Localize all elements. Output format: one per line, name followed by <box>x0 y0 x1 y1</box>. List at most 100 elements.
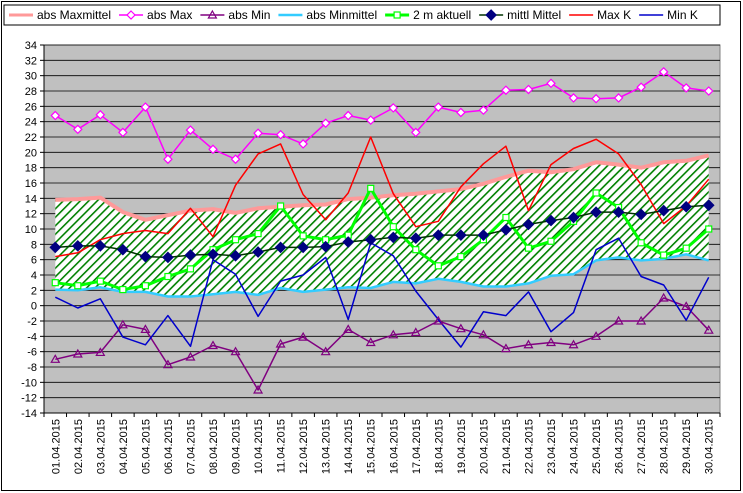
point-abs-min <box>455 323 466 333</box>
point-abs-min <box>478 329 489 339</box>
point-abs-min <box>162 359 173 369</box>
point-abs-max <box>410 127 421 138</box>
y-tick-label: 32 <box>25 55 37 67</box>
point-abs-min <box>500 343 511 353</box>
point-mittl-mittel <box>297 241 309 254</box>
point-abs-max <box>95 109 106 120</box>
legend-label-2-m-aktuell: 2 m aktuell <box>413 8 471 22</box>
series-line-abs-minmittel <box>55 253 710 298</box>
legend-marker-abs-max <box>126 10 136 20</box>
y-tick-label: -8 <box>27 362 37 374</box>
point-mittl-mittel <box>342 236 355 248</box>
y-tick-label: -4 <box>27 331 37 343</box>
point-abs-max <box>320 118 331 129</box>
point-abs-max <box>230 154 241 165</box>
point-abs-min <box>388 329 399 339</box>
point-abs-min <box>523 339 534 349</box>
y-tick-label: 16 <box>25 178 37 190</box>
point-abs-max <box>343 110 354 121</box>
legend-label-abs-minmittel: abs Minmittel <box>306 8 377 22</box>
point-mittl-mittel <box>139 250 152 263</box>
y-tick-label: 8 <box>31 239 37 251</box>
point-abs-min <box>703 324 714 334</box>
point-mittl-mittel <box>657 204 670 217</box>
point-abs-max <box>298 139 308 149</box>
legend-label-mittl-mittel: mittl Mittel <box>507 8 561 22</box>
point-abs-max <box>591 93 601 104</box>
point-abs-max <box>703 86 714 96</box>
legend-label-abs-min: abs Min <box>228 8 270 22</box>
point-mittl-mittel <box>49 241 62 254</box>
point-abs-min <box>72 348 83 358</box>
legend-box <box>3 4 721 26</box>
legend-label-min-k: Min K <box>667 8 698 22</box>
point-mittl-mittel <box>477 229 490 241</box>
point-abs-min <box>207 340 219 350</box>
point-2-m-aktuell <box>231 236 240 244</box>
y-tick-label: 24 <box>25 117 37 129</box>
y-tick-label: 28 <box>25 86 37 98</box>
x-tick-label: 22.04.2015 <box>523 419 535 474</box>
point-mittl-mittel <box>274 241 287 254</box>
legend-marker-mittl-mittel <box>485 9 497 21</box>
x-tick-label: 20.04.2015 <box>478 419 490 474</box>
point-2-m-aktuell <box>457 253 465 261</box>
point-abs-max <box>546 78 556 89</box>
series-line-abs-min <box>55 297 710 391</box>
point-abs-max <box>275 129 286 140</box>
point-mittl-mittel <box>252 246 264 258</box>
x-tick-label: 06.04.2015 <box>163 419 175 474</box>
point-abs-max <box>658 66 669 77</box>
y-tick-label: 34 <box>25 40 37 52</box>
point-mittl-mittel <box>207 248 219 261</box>
x-tick-label: 19.04.2015 <box>456 419 468 474</box>
y-tick-label: 0 <box>31 301 37 313</box>
point-abs-max <box>636 82 646 93</box>
point-2-m-aktuell <box>367 184 375 192</box>
x-tick-label: 23.04.2015 <box>546 419 558 474</box>
point-mittl-mittel <box>229 249 242 262</box>
point-2-m-aktuell <box>660 251 668 259</box>
series-line-min-k <box>54 237 710 348</box>
x-tick-label: 30.04.2015 <box>704 419 716 474</box>
y-tick-label: 20 <box>25 147 37 159</box>
point-abs-max <box>456 107 466 118</box>
x-tick-label: 16.04.2015 <box>388 419 400 474</box>
x-tick-label: 14.04.2015 <box>343 419 355 474</box>
point-abs-max <box>72 124 83 135</box>
point-abs-min <box>365 337 376 347</box>
point-mittl-mittel <box>319 240 332 253</box>
x-tick-label: 27.04.2015 <box>636 419 648 474</box>
point-mittl-mittel <box>94 240 107 252</box>
point-abs-max <box>50 110 61 121</box>
point-mittl-mittel <box>184 249 197 261</box>
x-tick-label: 05.04.2015 <box>140 419 152 474</box>
point-mittl-mittel <box>500 223 512 236</box>
point-mittl-mittel <box>702 199 715 212</box>
point-2-m-aktuell <box>74 282 82 290</box>
legend-marker-abs-min <box>207 9 218 19</box>
point-abs-max <box>478 105 489 116</box>
point-abs-min <box>298 331 309 341</box>
point-2-m-aktuell <box>254 230 262 238</box>
point-abs-min <box>95 347 106 357</box>
point-abs-min <box>410 327 421 337</box>
x-tick-label: 29.04.2015 <box>681 419 693 474</box>
x-tick-label: 25.04.2015 <box>591 419 603 474</box>
point-abs-min <box>50 354 61 363</box>
y-tick-label: 2 <box>31 285 37 297</box>
series-line-max-k <box>55 136 710 258</box>
point-mittl-mittel <box>590 206 602 218</box>
legend-label-max-k: Max K <box>597 8 631 22</box>
point-abs-min <box>613 315 624 325</box>
x-tick-label: 13.04.2015 <box>321 419 333 474</box>
y-tick-label: -2 <box>27 316 37 328</box>
legend-label-abs-maxmittel: abs Maxmittel <box>37 8 111 22</box>
band-area <box>55 155 709 297</box>
point-2-m-aktuell <box>412 246 420 254</box>
point-abs-min <box>545 337 557 347</box>
point-abs-min <box>185 351 196 361</box>
x-tick-label: 18.04.2015 <box>433 419 445 474</box>
y-tick-label: 12 <box>25 209 37 221</box>
